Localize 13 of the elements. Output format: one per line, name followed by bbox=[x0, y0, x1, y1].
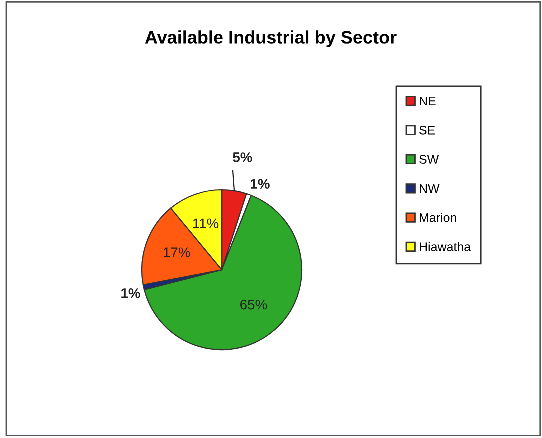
legend-label: Marion bbox=[420, 213, 456, 222]
data-label: 1% bbox=[251, 179, 270, 189]
legend-label: SE bbox=[420, 126, 436, 135]
data-label: 17% bbox=[164, 248, 190, 258]
data-label: 1% bbox=[122, 288, 140, 298]
legend-label: Hiawatha bbox=[420, 242, 472, 252]
legend-label: NE bbox=[420, 96, 436, 106]
chart-title: Available Industrial by Sector bbox=[145, 30, 397, 48]
data-label: 65% bbox=[240, 300, 268, 310]
data-label: 5% bbox=[233, 152, 252, 162]
legend-label: SW bbox=[420, 155, 440, 164]
legend-label: NW bbox=[420, 184, 440, 194]
data-label: 11% bbox=[193, 218, 219, 229]
